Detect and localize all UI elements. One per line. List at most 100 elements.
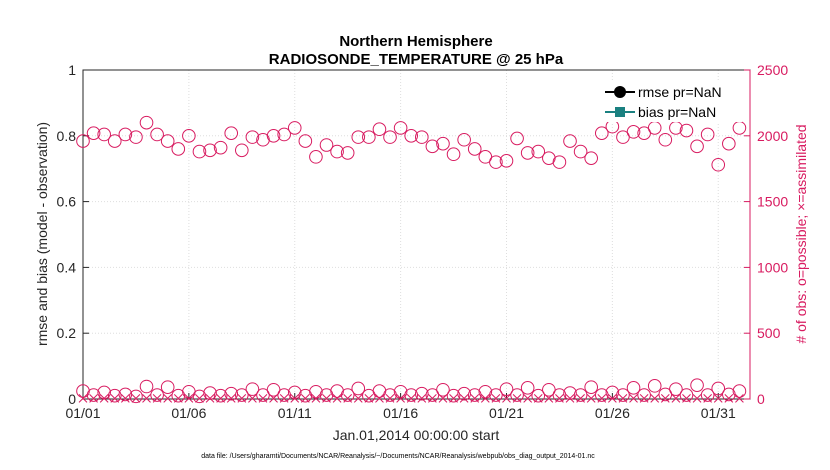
assimilated-obs-marker: [618, 393, 628, 403]
possible-obs-marker: [298, 134, 313, 148]
assimilated-obs-marker: [343, 393, 353, 403]
possible-obs-marker: [446, 388, 461, 403]
possible-obs-marker: [722, 136, 736, 151]
possible-obs-marker: [467, 142, 482, 156]
possible-obs-marker: [107, 388, 122, 403]
assimilated-obs-marker: [565, 393, 575, 403]
assimilated-obs-marker: [650, 393, 660, 403]
possible-obs-marker: [245, 130, 260, 144]
y2-tick-label: 500: [757, 325, 781, 341]
y-tick-label: 0.6: [57, 194, 77, 210]
possible-obs-marker: [404, 129, 419, 143]
possible-obs-marker: [224, 386, 239, 401]
chart-subtitle: RADIOSONDE_TEMPERATURE @ 25 hPa: [269, 51, 564, 68]
possible-obs-marker: [287, 121, 302, 135]
possible-obs-marker: [414, 386, 429, 401]
x-tick-label: 01/11: [278, 405, 312, 421]
assimilated-obs-marker: [597, 393, 607, 403]
possible-obs-marker: [182, 129, 196, 143]
possible-obs-marker: [489, 155, 503, 169]
possible-obs-marker: [277, 388, 291, 402]
y2-tick-label: 1000: [757, 259, 788, 275]
legend-rmse-label: rmse pr=NaN: [638, 84, 722, 100]
x-tick-label: 01/06: [171, 405, 206, 421]
assimilated-obs-marker: [480, 393, 490, 403]
x-tick-label: 01/16: [383, 405, 418, 421]
possible-obs-marker: [446, 147, 461, 162]
assimilated-obs-marker: [152, 393, 162, 403]
y-tick-label: 1: [68, 62, 76, 78]
possible-obs-marker: [700, 127, 715, 142]
chart-title: Northern Hemisphere: [339, 33, 492, 50]
possible-obs-marker: [679, 388, 694, 402]
assimilated-obs-marker: [195, 393, 204, 403]
possible-obs-marker: [457, 132, 471, 147]
possible-obs-marker: [118, 127, 133, 142]
possible-obs-marker: [192, 389, 207, 404]
possible-obs-marker: [690, 139, 704, 154]
possible-obs-marker: [351, 381, 366, 396]
possible-obs-marker: [520, 146, 535, 160]
assimilated-obs-marker: [576, 393, 585, 403]
assimilated-obs-marker: [533, 393, 543, 403]
assimilated-obs-marker: [735, 393, 744, 403]
possible-obs-marker: [489, 388, 503, 402]
possible-obs-marker: [531, 388, 546, 403]
possible-obs-marker: [129, 389, 143, 404]
assimilated-obs-marker: [428, 393, 437, 403]
possible-obs-marker: [235, 388, 249, 402]
possible-obs-marker: [330, 144, 344, 159]
assimilated-obs-marker: [692, 393, 702, 403]
possible-obs-marker: [690, 378, 704, 392]
possible-obs-marker: [160, 134, 175, 148]
y-axis-label: rmse and bias (model - observation): [34, 122, 50, 346]
possible-obs-marker: [499, 382, 514, 396]
legend-bias-label: bias pr=NaN: [638, 104, 716, 120]
assimilated-obs-marker: [703, 393, 713, 403]
assimilated-obs-marker: [184, 393, 194, 403]
assimilated-obs-marker: [216, 393, 225, 403]
possible-obs-marker: [256, 132, 270, 147]
possible-obs-marker: [245, 382, 260, 396]
possible-obs-marker: [425, 139, 440, 154]
possible-obs-marker: [531, 144, 546, 159]
possible-obs-marker: [616, 130, 630, 144]
assimilated-obs-marker: [449, 393, 458, 403]
assimilated-obs-marker: [555, 393, 564, 403]
possible-obs-marker: [679, 123, 694, 138]
possible-obs-marker: [86, 388, 101, 402]
possible-obs-marker: [626, 381, 641, 395]
assimilated-obs-marker: [78, 393, 88, 403]
assimilated-obs-marker: [311, 393, 321, 403]
possible-obs-marker: [711, 381, 726, 396]
assimilated-obs-marker: [459, 393, 469, 403]
legend: rmse pr=NaN bias pr=NaN: [600, 80, 742, 122]
assimilated-obs-marker: [173, 393, 183, 403]
possible-obs-marker: [584, 151, 598, 165]
possible-obs-marker: [139, 115, 154, 130]
assimilated-obs-marker: [502, 393, 511, 403]
assimilated-obs-marker: [713, 393, 723, 403]
assimilated-obs-marker: [290, 393, 300, 403]
y2-tick-label: 2500: [757, 62, 788, 78]
possible-obs-marker: [647, 379, 662, 393]
assimilated-obs-marker: [417, 393, 427, 403]
assimilated-obs-marker: [608, 393, 617, 403]
possible-obs-marker: [277, 127, 291, 142]
possible-obs-marker: [203, 386, 217, 400]
legend-bias-marker: [615, 107, 625, 117]
possible-obs-marker: [235, 143, 249, 158]
possible-obs-marker: [732, 384, 747, 398]
assimilated-obs-marker: [629, 393, 638, 403]
assimilated-obs-marker: [163, 393, 173, 403]
data-marks: [76, 115, 747, 404]
legend-rmse-marker: [614, 86, 626, 98]
assimilated-obs-marker: [248, 393, 257, 403]
assimilated-obs-marker: [671, 393, 681, 403]
possible-obs-marker: [552, 155, 567, 169]
footnote: data file: /Users/gharamti/Documents/NCA…: [201, 453, 595, 460]
assimilated-obs-marker: [237, 393, 247, 403]
possible-obs-marker: [203, 143, 217, 158]
assimilated-obs-marker: [226, 393, 236, 403]
